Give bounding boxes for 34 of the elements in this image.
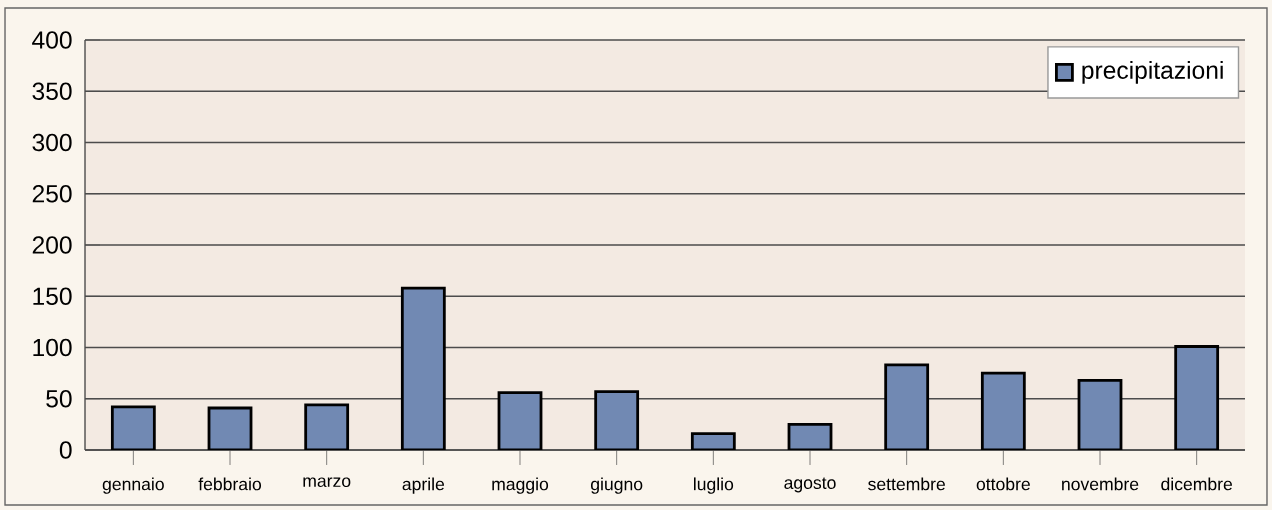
bar — [980, 371, 1026, 450]
y-tick-label: 250 — [32, 185, 72, 203]
bar — [110, 405, 156, 450]
x-tick-label: ottobre — [976, 477, 1030, 491]
x-tick-label: aprile — [402, 477, 445, 494]
bar — [594, 390, 640, 450]
bar — [1174, 345, 1220, 450]
bar — [690, 432, 736, 450]
bar — [497, 391, 543, 450]
bar — [884, 363, 930, 450]
bar — [400, 286, 446, 450]
y-tick-label: 150 — [33, 287, 72, 305]
x-tick-label: dicembre — [1161, 477, 1232, 491]
x-tick-label: maggio — [492, 477, 549, 494]
bar — [787, 422, 833, 450]
bar — [207, 406, 253, 450]
y-tick-label: 300 — [32, 133, 72, 152]
bar — [1077, 378, 1123, 450]
y-tick-label: 350 — [32, 82, 72, 100]
y-tick-label: 400 — [32, 31, 72, 49]
x-tick-label: febbraio — [198, 477, 262, 491]
y-tick-label: 0 — [59, 441, 72, 459]
x-tick-label: marzo — [303, 477, 351, 488]
y-tick-label: 100 — [33, 338, 72, 357]
x-tick-label: novembre — [1062, 477, 1139, 491]
y-tick-label: 50 — [46, 390, 72, 408]
x-tick-label: gennaio — [102, 477, 164, 494]
x-tick-label: luglio — [693, 477, 734, 494]
x-tick-label: settembre — [868, 477, 945, 491]
x-tick-label: agosto — [784, 477, 836, 493]
y-tick-label: 200 — [32, 236, 72, 254]
bar — [304, 403, 350, 450]
x-tick-label: giugno — [591, 477, 643, 494]
legend-label: precipitazioni — [1082, 60, 1223, 84]
